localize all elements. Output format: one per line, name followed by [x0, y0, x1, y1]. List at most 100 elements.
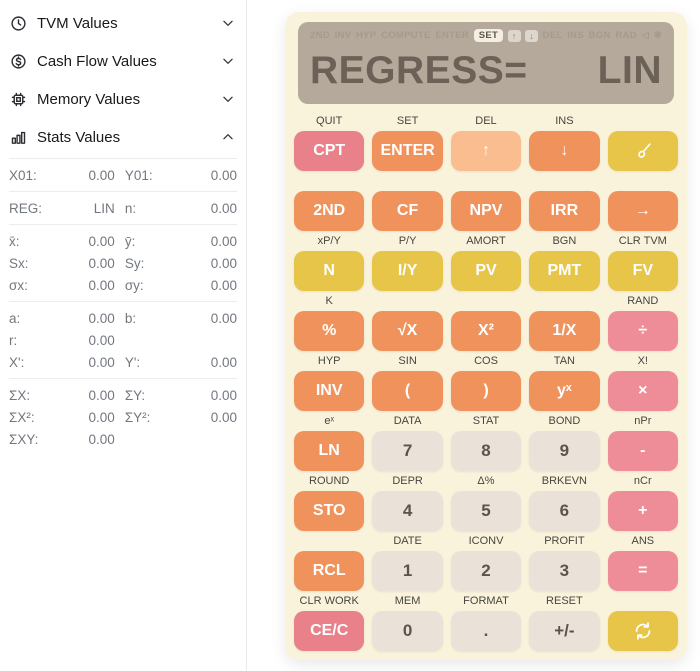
open-paren-key[interactable]: ( [372, 371, 443, 411]
stat-label: REG: [9, 200, 43, 216]
stats-row: σx: 0.00 σy: 0.00 [9, 274, 237, 296]
npv-key[interactable]: NPV [450, 191, 522, 231]
stat-label: x̄: [9, 233, 20, 249]
inv-key[interactable]: INV [294, 371, 365, 411]
stat-x: ΣX: 0.00 [9, 384, 115, 406]
digit-6-key[interactable]: 6 [529, 491, 600, 531]
plus-key[interactable]: + [607, 491, 678, 531]
stat-label: σy: [124, 277, 144, 293]
display-main-text: REGRESS= [310, 49, 528, 92]
stats-row: ΣX: 0.00 ΣY: 0.00 [9, 384, 237, 406]
stats-group: X01: 0.00 Y01: 0.00 [9, 158, 237, 191]
digit-0-key[interactable]: 0 [372, 611, 443, 651]
stat-b: b: 0.00 [125, 307, 237, 329]
stat-xy: ΣXY: 0.00 [9, 428, 115, 450]
key-sublabel-reset: RESET [546, 595, 583, 607]
pmt-key[interactable]: PMT [529, 251, 600, 291]
stats-row: a: 0.00 b: 0.00 [9, 307, 237, 329]
cpt-key[interactable]: CPT [294, 131, 365, 171]
key-sublabel-brkevn: BRKEVN [541, 475, 588, 487]
enter-key[interactable]: ENTER [372, 131, 443, 171]
digit-7-key[interactable]: 7 [372, 431, 443, 471]
digit-1-key[interactable]: 1 [372, 551, 443, 591]
key-sublabel-empty [529, 172, 599, 191]
digit-9-key[interactable]: 9 [529, 431, 600, 471]
ce-c-key[interactable]: CE/C [294, 611, 365, 651]
calculator-display: 2ND INV HYP COMPUTE ENTER SET ↑ ↓ DEL INS BGN RAD ◁ ✱… [298, 22, 674, 104]
reciprocal-key[interactable]: 1/X [529, 311, 600, 351]
key-sublabel-: Δ% [477, 475, 495, 487]
decimal-key[interactable]: . [450, 611, 522, 651]
ln-key[interactable]: LN [294, 431, 365, 471]
stat-x: σx: 0.00 [9, 274, 115, 296]
power-key[interactable]: yˣ [529, 371, 600, 411]
key-sublabel-empty [608, 592, 678, 611]
multiply-key[interactable]: × [607, 371, 678, 411]
refresh-key[interactable] [607, 611, 678, 651]
fv-key[interactable]: FV [607, 251, 678, 291]
up-arrow-key[interactable]: ↑ [450, 131, 522, 171]
stat-value: 0.00 [88, 387, 115, 403]
key-sublabel-iconv: ICONV [468, 535, 504, 547]
status-indicator-2nd: 2ND [310, 30, 330, 41]
stat-label: ΣXY: [9, 431, 39, 447]
key-sublabel-date: DATE [393, 535, 422, 547]
sidebar-section-stats-values[interactable]: Stats Values [0, 118, 246, 156]
status-indicator-del: DEL [542, 30, 563, 41]
equals-key[interactable]: = [607, 551, 678, 591]
digit-8-key[interactable]: 8 [450, 431, 522, 471]
sidebar-section-tvm-values[interactable]: TVM Values [0, 4, 246, 42]
stat-label: ΣX: [9, 387, 31, 403]
stats-row: X01: 0.00 Y01: 0.00 [9, 164, 237, 186]
n-key[interactable]: N [294, 251, 365, 291]
digit-5-key[interactable]: 5 [450, 491, 522, 531]
stat-empty [125, 329, 237, 351]
sto-key[interactable]: STO [294, 491, 365, 531]
chevron-down-icon [220, 91, 236, 107]
section-label: Memory Values [37, 90, 141, 108]
chevron-down-icon [220, 15, 236, 31]
sidebar-section-memory-values[interactable]: Memory Values [0, 80, 246, 118]
key-sublabel-set: SET [396, 115, 419, 127]
sidebar-section-cash-flow-values[interactable]: Cash Flow Values [0, 42, 246, 80]
close-paren-key[interactable]: ) [450, 371, 522, 411]
irr-key[interactable]: IRR [529, 191, 600, 231]
stat-value: 0.00 [88, 354, 115, 370]
stat-value: 0.00 [88, 310, 115, 326]
divide-key[interactable]: ÷ [607, 311, 678, 351]
stat-: ȳ: 0.00 [125, 230, 237, 252]
down-arrow-key[interactable]: ↓ [529, 131, 600, 171]
right-arrow-key[interactable]: → [607, 191, 678, 231]
cf-key[interactable]: CF [372, 191, 443, 231]
stat-n: n: 0.00 [125, 197, 237, 219]
key-sublabel-tan: TAN [553, 355, 575, 367]
section-label: Cash Flow Values [37, 52, 157, 70]
digit-2-key[interactable]: 2 [450, 551, 522, 591]
key-sublabel-bond: BOND [548, 415, 581, 427]
digit-4-key[interactable]: 4 [372, 491, 443, 531]
minus-key[interactable]: - [607, 431, 678, 471]
stat-value: 0.00 [88, 255, 115, 271]
stats-row: Sx: 0.00 Sy: 0.00 [9, 252, 237, 274]
iy-key[interactable]: I/Y [372, 251, 443, 291]
key-sublabel-amort: AMORT [466, 235, 506, 247]
rcl-key[interactable]: RCL [294, 551, 365, 591]
key-sublabel-depr: DEPR [392, 475, 423, 487]
digit-3-key[interactable]: 3 [529, 551, 600, 591]
dollar-circle-icon [9, 52, 27, 70]
sign-key[interactable]: +/- [529, 611, 600, 651]
square-key[interactable]: X² [450, 311, 522, 351]
theme-brush-key[interactable] [607, 131, 678, 171]
stat-value: 0.00 [210, 233, 237, 249]
status-indicator-inv: INV [334, 30, 352, 41]
2nd-key[interactable]: 2ND [294, 191, 365, 231]
stat-sx: Sx: 0.00 [9, 252, 115, 274]
stat-value: 0.00 [88, 277, 115, 293]
pv-key[interactable]: PV [450, 251, 522, 291]
percent-key[interactable]: % [294, 311, 365, 351]
stat-empty [125, 428, 237, 450]
brush-icon [632, 140, 654, 162]
sqrt-key[interactable]: √X [372, 311, 443, 351]
key-sublabel-ncr: nCr [633, 475, 652, 487]
stat-sy: Sy: 0.00 [125, 252, 237, 274]
